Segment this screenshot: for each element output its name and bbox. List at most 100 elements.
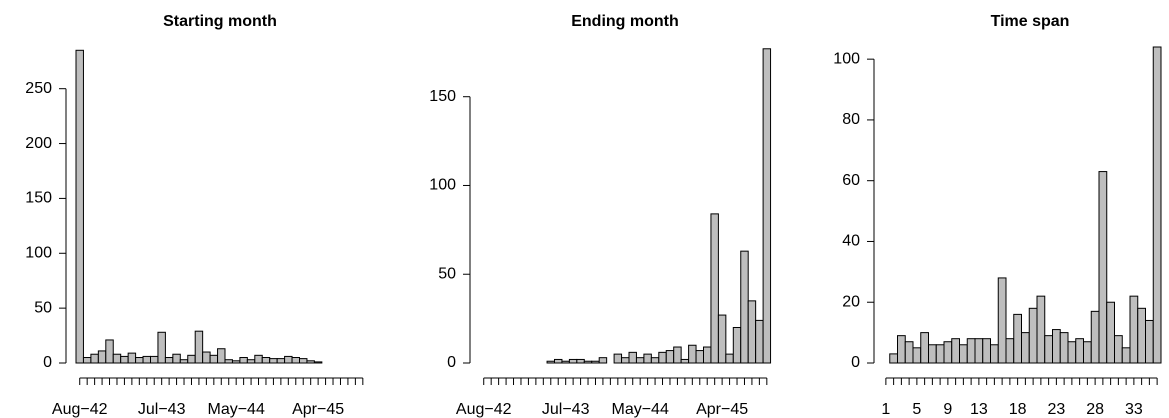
bar (261, 357, 271, 364)
bar (82, 357, 92, 364)
x-tick-label: 5 (912, 401, 921, 418)
bar (120, 355, 129, 364)
bar (1114, 335, 1123, 364)
x-tick-label: Jul−43 (542, 401, 590, 418)
bar (164, 357, 174, 364)
bar (717, 314, 727, 364)
x-tick-label: 9 (943, 401, 952, 418)
bar (635, 357, 645, 364)
bar (1083, 341, 1092, 364)
x-tick-label: Apr−45 (696, 401, 748, 418)
bar (187, 354, 196, 364)
bar (1028, 307, 1038, 364)
bar (157, 331, 166, 364)
bar (1075, 338, 1084, 364)
bar (643, 353, 652, 364)
bar (928, 344, 937, 364)
chart-title: Time span (991, 13, 1070, 30)
y-tick-label: 60 (842, 172, 860, 189)
x-tick-label: Aug−42 (456, 401, 512, 418)
bar (127, 352, 137, 364)
x-tick-label: 1 (881, 401, 890, 418)
x-tick-label: 33 (1125, 401, 1143, 418)
bar (613, 353, 623, 364)
bar (935, 344, 945, 364)
y-tick-label: 200 (25, 135, 52, 152)
bar (959, 344, 968, 364)
bar (1059, 332, 1069, 364)
bar (254, 354, 263, 364)
y-tick-label: 100 (833, 50, 860, 67)
bar (1013, 313, 1022, 364)
bar (1036, 295, 1046, 364)
bar (224, 359, 233, 364)
bar (650, 357, 660, 364)
bar (966, 338, 976, 364)
bar (179, 359, 189, 364)
y-tick-label: 250 (25, 80, 52, 97)
bar (1098, 171, 1108, 364)
bar (142, 355, 152, 364)
x-tick-label: Aug−42 (52, 401, 108, 418)
bar (1129, 295, 1139, 364)
bar (75, 49, 84, 364)
bar (1106, 301, 1115, 364)
bar (583, 360, 593, 364)
y-tick-label: 40 (842, 233, 860, 250)
bar (1052, 329, 1061, 364)
bar (1005, 338, 1015, 364)
bar (576, 358, 585, 364)
bar (673, 346, 682, 364)
bar (725, 353, 734, 364)
bar (172, 353, 181, 364)
y-tick-label: 100 (25, 244, 52, 261)
x-tick-label: May−44 (207, 401, 264, 418)
bar (665, 350, 675, 364)
bar (1121, 347, 1131, 364)
y-tick-label: 150 (25, 190, 52, 207)
bar (658, 351, 667, 364)
bar (291, 357, 300, 364)
bar (299, 358, 308, 364)
bar (732, 326, 742, 364)
bar (1137, 307, 1146, 364)
bar (997, 277, 1007, 364)
bar (982, 338, 991, 364)
bar (112, 353, 122, 364)
bar (239, 357, 248, 364)
bar (194, 330, 204, 364)
y-tick-label: 20 (842, 293, 860, 310)
bar (943, 341, 953, 364)
bar (755, 319, 764, 364)
bar (554, 358, 563, 364)
bar (951, 338, 960, 364)
bar (1044, 335, 1053, 364)
bar (889, 353, 898, 364)
bar (313, 361, 323, 364)
x-tick-label: Jul−43 (138, 401, 186, 418)
y-tick-label: 100 (429, 177, 456, 194)
bar (90, 353, 99, 364)
bar (688, 344, 697, 364)
bar (269, 358, 278, 364)
bar (568, 358, 578, 364)
x-tick-label: 23 (1047, 401, 1065, 418)
bar (306, 360, 315, 364)
chart-title: Starting month (163, 13, 277, 30)
bar (621, 357, 630, 364)
bar (284, 355, 293, 364)
bar (762, 48, 772, 364)
bar (97, 350, 107, 364)
bar (1090, 310, 1100, 364)
bar (135, 357, 144, 364)
x-tick-label: Apr−45 (292, 401, 344, 418)
y-tick-label: 50 (438, 265, 456, 282)
bar (1145, 319, 1154, 364)
bar (150, 355, 159, 364)
chart-title: Ending month (571, 13, 679, 30)
bar (105, 339, 114, 364)
bar (897, 335, 906, 364)
bar (217, 348, 226, 364)
bar (276, 358, 286, 364)
